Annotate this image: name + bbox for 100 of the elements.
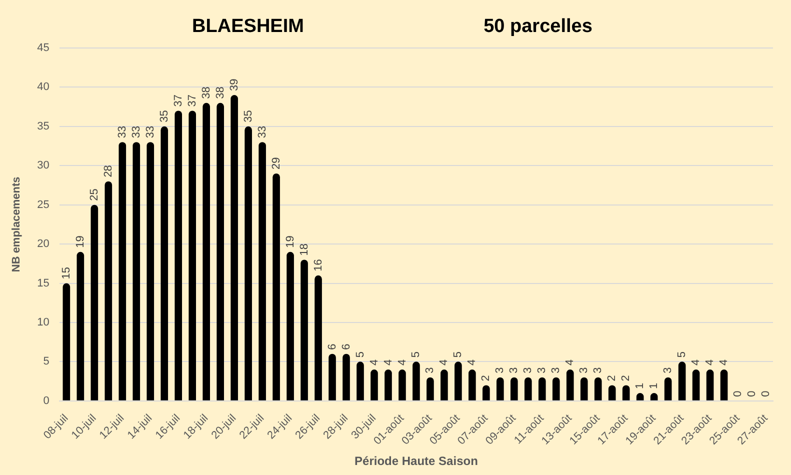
bar (580, 377, 588, 400)
data-label: 4 (718, 359, 730, 366)
bar (76, 252, 84, 400)
bar (552, 377, 560, 400)
data-label: 35 (242, 110, 254, 122)
bar (202, 102, 210, 400)
data-label: 19 (284, 236, 296, 248)
chart-subtitle: 50 parcelles (484, 16, 592, 38)
data-label: 35 (158, 110, 170, 122)
data-label: 33 (256, 126, 268, 138)
bar (216, 102, 224, 400)
bar (468, 370, 476, 400)
y-axis-title: NB emplacements (10, 176, 23, 272)
data-label: 37 (186, 94, 198, 107)
data-label: 5 (410, 352, 422, 358)
bar (692, 370, 700, 400)
data-label: 5 (452, 352, 464, 358)
bar (90, 204, 98, 400)
data-label: 37 (172, 94, 184, 107)
data-label: 3 (522, 367, 534, 374)
y-tick-label: 30 (37, 160, 50, 172)
bar (566, 370, 574, 400)
bar (440, 370, 448, 400)
data-label: 3 (424, 367, 436, 374)
y-tick-label: 25 (37, 198, 50, 211)
bar (342, 354, 350, 400)
bar (398, 370, 406, 400)
bar (496, 377, 504, 400)
data-label: 4 (466, 359, 478, 366)
data-label: 3 (592, 367, 604, 374)
y-tick-label: 10 (37, 316, 50, 328)
bar (174, 110, 182, 400)
data-label: 15 (60, 267, 72, 280)
data-label: 4 (704, 359, 716, 366)
bar (118, 142, 126, 400)
x-axis-title: Période Haute Saison (354, 454, 478, 468)
bar (62, 283, 70, 400)
bar (370, 370, 378, 400)
data-label: 25 (88, 188, 100, 201)
bar (608, 385, 616, 400)
bar (706, 370, 714, 400)
data-label: 3 (536, 367, 548, 374)
data-label: 1 (648, 382, 660, 390)
y-tick-label: 45 (37, 42, 50, 54)
data-label: 1 (634, 382, 646, 390)
data-label: 4 (368, 359, 380, 366)
data-label: 5 (354, 352, 366, 358)
y-tick-label: 20 (37, 238, 50, 250)
data-label: 5 (676, 352, 688, 358)
data-label: 0 (746, 390, 758, 397)
bar (272, 173, 280, 400)
bar (258, 142, 266, 400)
bar (454, 362, 462, 400)
y-tick-label: 0 (43, 394, 50, 407)
bar (286, 252, 294, 400)
bar (426, 377, 434, 400)
bar (300, 260, 308, 400)
data-label: 16 (312, 259, 324, 272)
bar (412, 362, 420, 400)
data-label: 6 (326, 344, 338, 350)
bar (160, 126, 168, 400)
bar (188, 110, 196, 400)
data-label: 4 (382, 359, 394, 366)
data-label: 3 (662, 367, 674, 374)
data-label: 33 (130, 126, 142, 138)
bar (538, 377, 546, 400)
data-label: 0 (732, 390, 744, 397)
y-tick-label: 5 (43, 356, 50, 368)
chart-title: BLAESHEIM (192, 16, 304, 38)
bar (678, 362, 686, 400)
bar (524, 377, 532, 400)
bar (622, 385, 630, 400)
bar (244, 126, 252, 400)
data-label: 33 (116, 126, 128, 138)
data-label: 2 (480, 375, 492, 382)
data-label: 2 (620, 375, 632, 382)
data-label: 38 (214, 86, 226, 99)
bar (384, 370, 392, 400)
bar (356, 362, 364, 400)
data-label: 3 (508, 367, 520, 374)
bar (594, 377, 602, 400)
bar (314, 275, 322, 400)
y-tick-label: 35 (37, 120, 50, 132)
data-label: 0 (760, 390, 772, 397)
data-label: 2 (606, 375, 618, 382)
bar (230, 95, 238, 400)
data-label: 4 (396, 359, 408, 366)
bar (132, 142, 140, 400)
data-label: 19 (74, 236, 86, 248)
data-label: 4 (438, 359, 450, 366)
bar (664, 377, 672, 400)
bar (328, 354, 336, 400)
bar (720, 370, 728, 400)
data-label: 3 (578, 367, 590, 374)
y-tick-label: 15 (37, 277, 50, 290)
data-label: 18 (298, 243, 310, 256)
data-label: 4 (690, 359, 702, 366)
data-label: 33 (144, 126, 156, 138)
data-label: 29 (270, 157, 282, 170)
data-label: 4 (564, 359, 576, 366)
